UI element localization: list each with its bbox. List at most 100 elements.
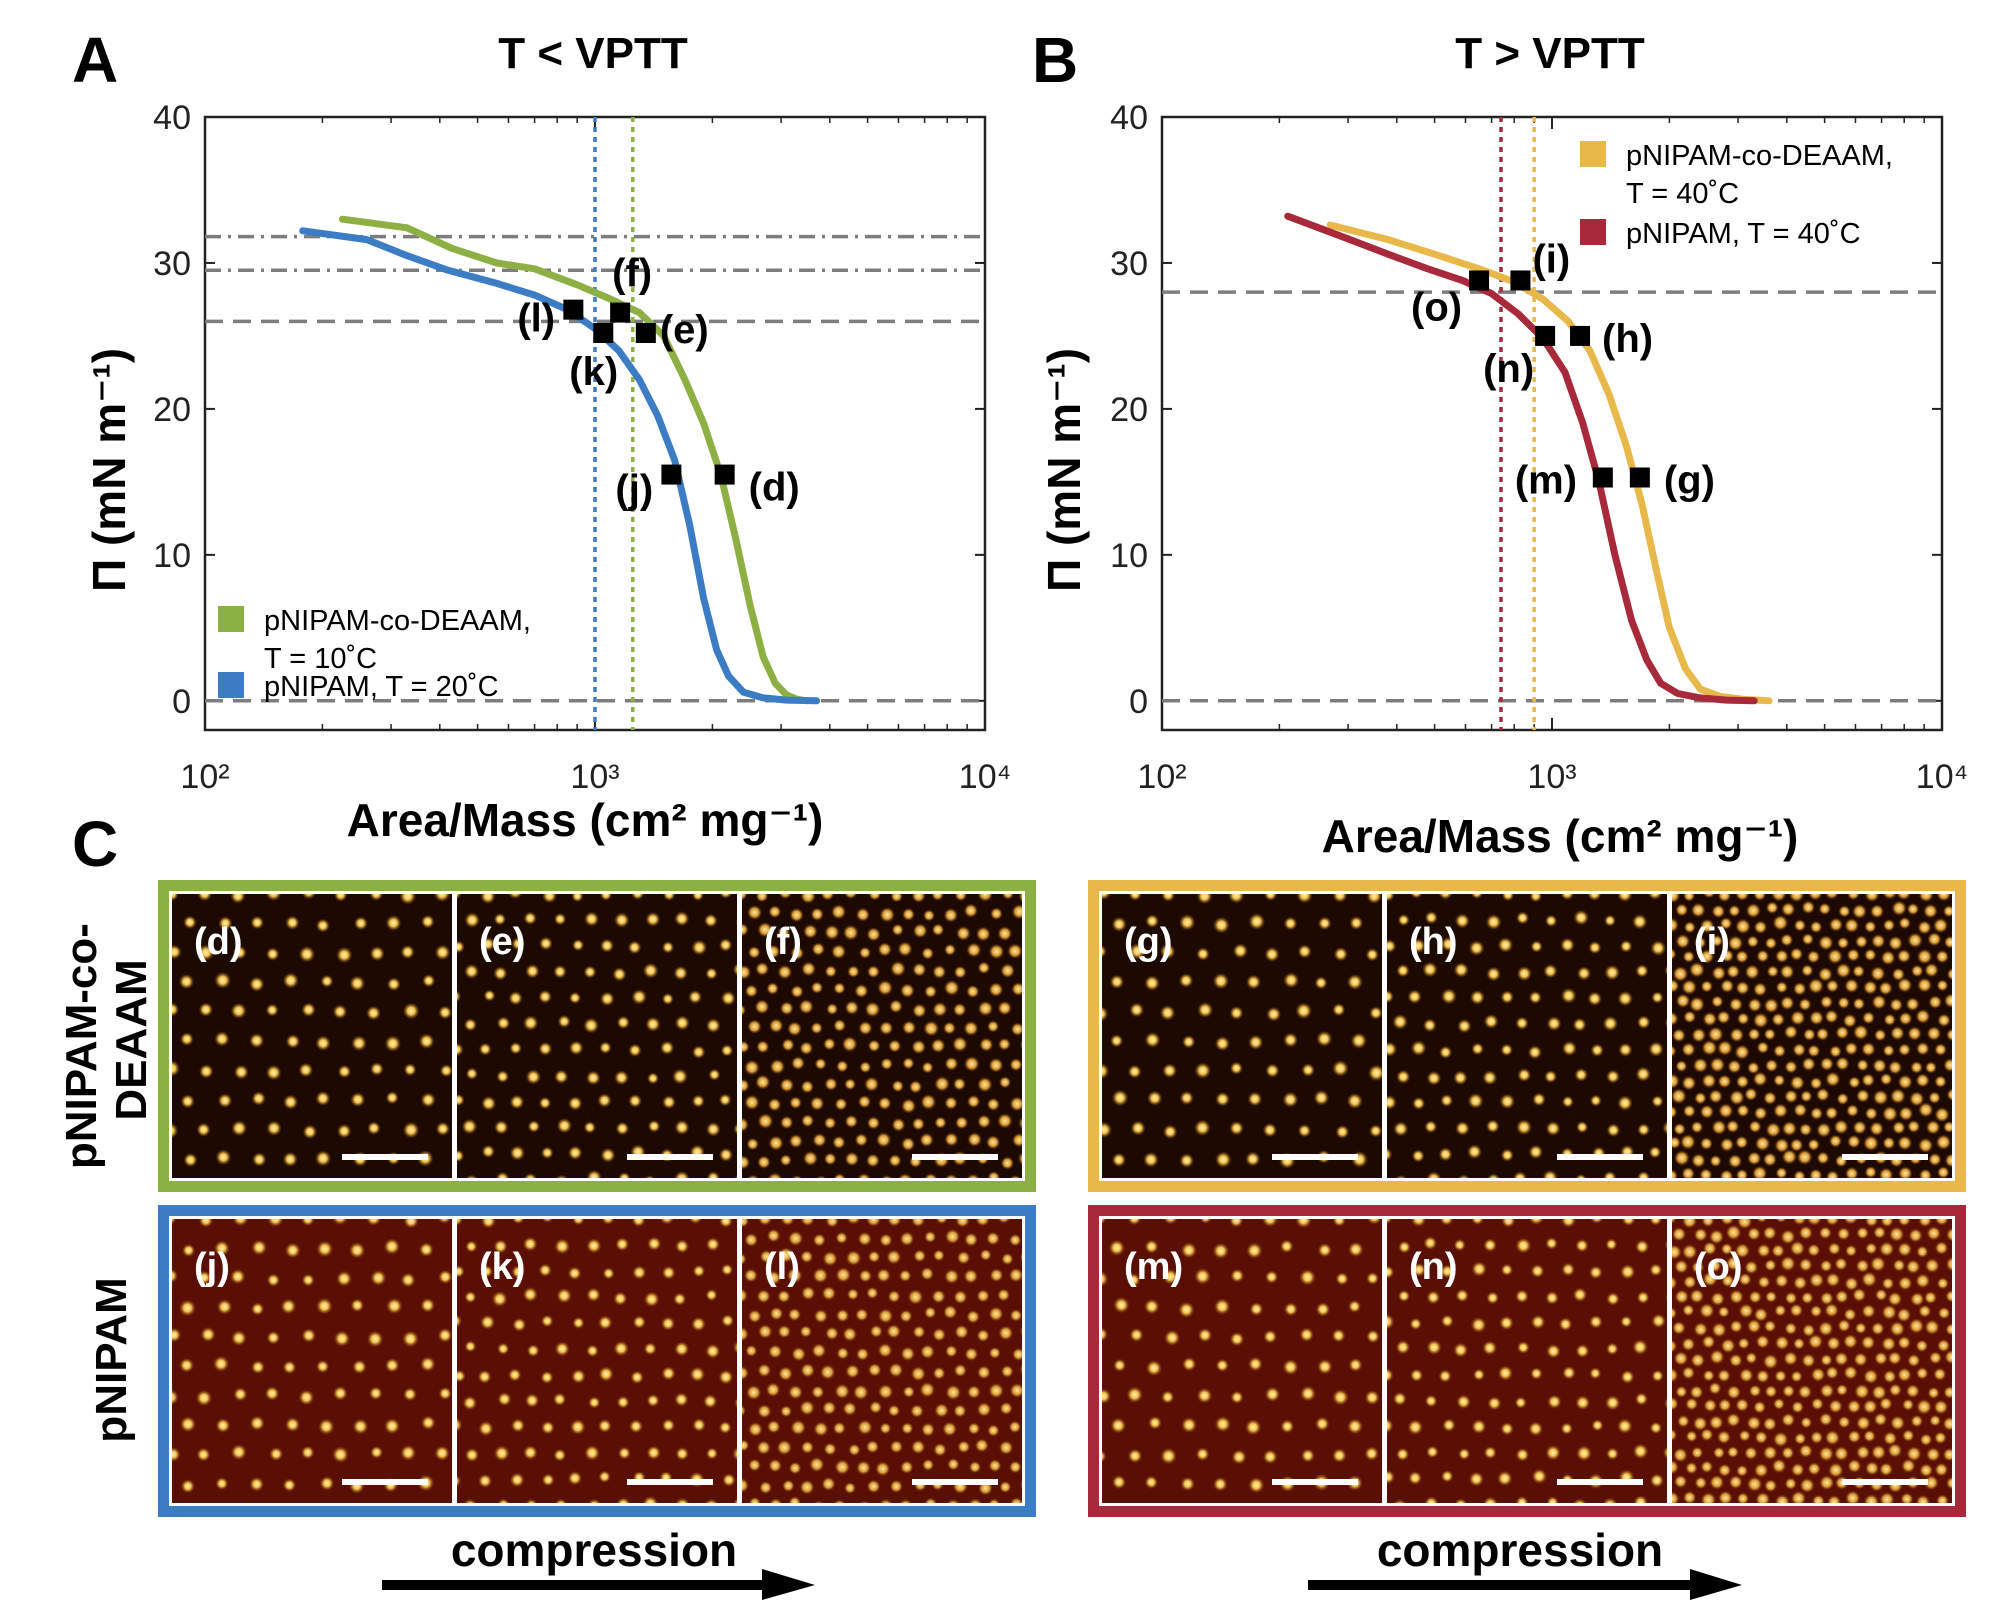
micrograph-particle bbox=[524, 1393, 540, 1408]
micrograph-particle bbox=[1882, 1044, 1895, 1057]
micrograph-particle bbox=[434, 1445, 450, 1461]
micrograph-particle bbox=[1682, 1490, 1697, 1503]
micrograph-particle bbox=[788, 1384, 803, 1400]
micrograph-particle bbox=[1762, 1225, 1777, 1241]
micrograph-particle bbox=[1102, 944, 1107, 958]
micrograph-particle bbox=[887, 1219, 902, 1227]
micrograph-particle bbox=[798, 999, 814, 1015]
micrograph-particle bbox=[1301, 1063, 1315, 1077]
micrograph-particle bbox=[844, 1114, 859, 1129]
micrograph-particle bbox=[509, 1472, 525, 1488]
micrograph-particle bbox=[599, 1041, 612, 1054]
micrograph-particle bbox=[369, 894, 384, 901]
micrograph-particle bbox=[1426, 1070, 1442, 1086]
micrograph-particle bbox=[1843, 1365, 1858, 1380]
micrograph-particle bbox=[587, 1498, 601, 1503]
micrograph-particle bbox=[1283, 1302, 1298, 1317]
micrograph-particle bbox=[1468, 1471, 1484, 1487]
micrograph-particle bbox=[1934, 1241, 1949, 1255]
micrograph-particle bbox=[823, 1194, 836, 1207]
micrograph-grid: (d) (e) (f)(j) (k) (l)(g) (h) (i)(m) (n) (o) bbox=[158, 880, 1966, 1532]
micrograph-particle bbox=[1861, 1271, 1878, 1288]
micrograph-particle bbox=[336, 1270, 353, 1287]
micrograph-particle bbox=[1871, 1321, 1885, 1336]
micrograph-particle bbox=[1159, 1005, 1176, 1021]
micrograph-particle bbox=[1212, 972, 1230, 990]
micrograph-particle bbox=[1162, 1063, 1177, 1079]
micrograph-particle bbox=[780, 1115, 794, 1130]
micrograph-particle bbox=[601, 1219, 615, 1225]
micrograph-particle bbox=[987, 1171, 1001, 1178]
micrograph-particle bbox=[1818, 1226, 1832, 1240]
micrograph-particle bbox=[735, 917, 737, 926]
micrograph-particle bbox=[1773, 1103, 1788, 1119]
micrograph-particle bbox=[1828, 1134, 1843, 1148]
micrograph-particle bbox=[1021, 966, 1022, 970]
micrograph-particle bbox=[384, 1035, 402, 1052]
micrograph-particle bbox=[956, 1250, 971, 1265]
micrograph-particle bbox=[1113, 1358, 1127, 1372]
micrograph-particle bbox=[451, 1482, 452, 1491]
micrograph-particle bbox=[1735, 918, 1751, 935]
micrograph-particle bbox=[964, 1347, 979, 1362]
micrograph-particle bbox=[1836, 1092, 1849, 1106]
micrograph-particle bbox=[1918, 1102, 1934, 1118]
micrograph-particle bbox=[1807, 1333, 1824, 1350]
micrograph-particle bbox=[1672, 1105, 1678, 1119]
micrograph-particle bbox=[912, 1003, 927, 1018]
micrograph-particle bbox=[888, 1039, 902, 1053]
micrograph-particle bbox=[988, 1306, 1004, 1322]
micrograph-particle bbox=[336, 1123, 352, 1139]
micrograph-particle bbox=[1816, 1122, 1832, 1138]
micrograph-particle bbox=[842, 1401, 857, 1416]
micrograph-particle bbox=[230, 894, 246, 904]
micrograph-dots bbox=[1387, 1219, 1667, 1503]
micrograph-particle bbox=[998, 1037, 1011, 1051]
micrograph-particle bbox=[1315, 1302, 1331, 1317]
micrograph-particle bbox=[1332, 1003, 1346, 1017]
micrograph-particle bbox=[964, 1232, 979, 1247]
micrograph-particle bbox=[1009, 1096, 1022, 1112]
micrograph-particle bbox=[1809, 1168, 1823, 1178]
micrograph-particle bbox=[1516, 966, 1532, 982]
micrograph-particle bbox=[1245, 1419, 1262, 1436]
micrograph-label: (j) bbox=[194, 1246, 230, 1288]
micrograph-particle bbox=[552, 1392, 567, 1407]
micrograph-particle bbox=[1022, 1192, 1038, 1208]
micrograph-particle bbox=[813, 1500, 824, 1503]
micrograph-particle bbox=[333, 1330, 351, 1347]
micrograph-particle bbox=[301, 1273, 315, 1287]
micrograph-particle bbox=[1700, 980, 1714, 993]
micrograph-particle bbox=[790, 946, 805, 960]
micrograph-particle bbox=[1677, 1414, 1690, 1428]
panel-b-ytick-label: 10 bbox=[1110, 537, 1148, 575]
micrograph-particle bbox=[251, 1360, 265, 1375]
compression-arrow-left bbox=[382, 1569, 815, 1600]
micrograph-particle bbox=[869, 1400, 883, 1414]
micrograph-particle bbox=[997, 1000, 1012, 1016]
micrograph-particle bbox=[1718, 1463, 1732, 1478]
micrograph-particle bbox=[1348, 1357, 1363, 1372]
micrograph-particle bbox=[986, 1097, 1000, 1112]
micrograph-particle bbox=[820, 894, 835, 901]
micrograph-particle bbox=[1395, 1174, 1407, 1178]
micrograph-particle bbox=[1664, 1175, 1667, 1178]
micrograph-particle bbox=[1802, 1323, 1816, 1338]
micrograph-particle bbox=[967, 1422, 981, 1435]
micrograph-particle bbox=[830, 904, 847, 920]
micrograph-particle bbox=[866, 1519, 879, 1532]
panel-b-legend-swatch bbox=[1580, 141, 1606, 167]
micrograph-particle bbox=[1516, 911, 1530, 925]
micrograph-particle bbox=[1869, 1256, 1886, 1272]
micrograph-particle bbox=[1561, 1262, 1576, 1277]
micrograph-particle bbox=[1896, 1307, 1912, 1323]
micrograph-particle bbox=[782, 1479, 795, 1493]
micrograph-particle bbox=[720, 1044, 734, 1057]
micrograph-particle bbox=[314, 1150, 332, 1167]
micrograph-particle bbox=[1111, 1089, 1129, 1107]
micrograph-particle bbox=[1408, 1471, 1423, 1485]
micrograph-particle bbox=[953, 1363, 967, 1378]
micrograph-particle bbox=[250, 1302, 265, 1316]
micrograph-particle bbox=[1407, 989, 1422, 1004]
micrograph-particle bbox=[282, 1151, 298, 1167]
